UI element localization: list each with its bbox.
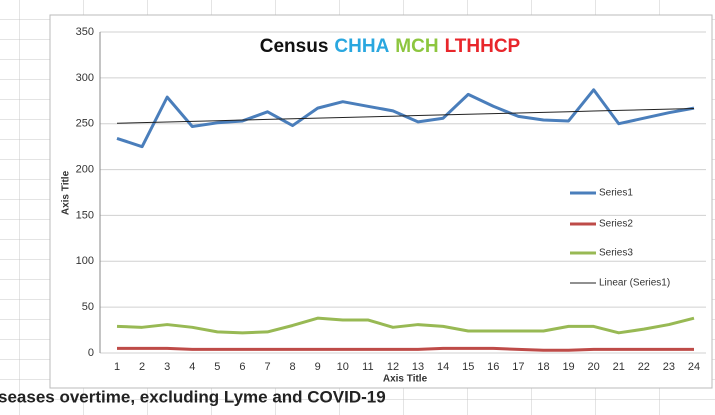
x-tick-label: 17 [512, 361, 524, 373]
x-tick-label: 6 [239, 361, 245, 373]
x-tick-label: 1 [114, 361, 120, 373]
series-line [116, 316, 695, 335]
y-tick-label: 350 [76, 26, 94, 38]
x-tick-label: 5 [214, 361, 220, 373]
x-tick-label: 12 [387, 361, 399, 373]
x-tick-label: 22 [638, 361, 650, 373]
title-part: LTHHCP [445, 36, 521, 57]
x-tick-label: 24 [688, 361, 700, 373]
legend-label: Series2 [599, 219, 633, 230]
y-tick-label: 150 [76, 209, 94, 221]
x-tick-label: 20 [588, 361, 600, 373]
y-tick-label: 100 [76, 255, 94, 267]
x-tick-label: 21 [613, 361, 625, 373]
legend-label: Linear (Series1) [599, 278, 670, 289]
x-tick-label: 19 [562, 361, 574, 373]
x-tick-label: 15 [462, 361, 474, 373]
series-line [116, 88, 695, 149]
legend-label: Series1 [599, 188, 633, 199]
series-line [116, 107, 695, 124]
y-tick-label: 0 [88, 347, 94, 359]
x-tick-label: 4 [189, 361, 195, 373]
y-tick-label: 200 [76, 163, 94, 175]
y-tick-label: 50 [82, 301, 94, 313]
x-tick-label: 16 [487, 361, 499, 373]
x-tick-label: 14 [437, 361, 449, 373]
x-tick-label: 18 [537, 361, 549, 373]
x-tick-label: 2 [139, 361, 145, 373]
x-tick-label: 11 [362, 361, 373, 373]
title-part: Census [260, 36, 329, 57]
y-tick-label: 250 [76, 118, 94, 130]
x-tick-label: 3 [164, 361, 170, 373]
x-tick-label: 10 [337, 361, 349, 373]
x-tick-label: 23 [663, 361, 675, 373]
title-part: CHHA [334, 36, 389, 57]
x-tick-label: 8 [290, 361, 296, 373]
title-part: MCH [395, 36, 438, 57]
y-tick-label: 300 [76, 72, 94, 84]
chart-title: Census CHHA MCH LTHHCP [260, 36, 521, 57]
legend-label: Series3 [599, 248, 633, 259]
x-tick-label: 7 [264, 361, 270, 373]
x-tick-label: 13 [412, 361, 424, 373]
caption: seases overtime, excluding Lyme and COVI… [0, 387, 386, 406]
y-axis-title: Axis Title [61, 170, 72, 215]
x-axis-title: Axis Title [383, 374, 428, 385]
series-line [117, 346, 694, 352]
x-tick-label: 9 [315, 361, 321, 373]
